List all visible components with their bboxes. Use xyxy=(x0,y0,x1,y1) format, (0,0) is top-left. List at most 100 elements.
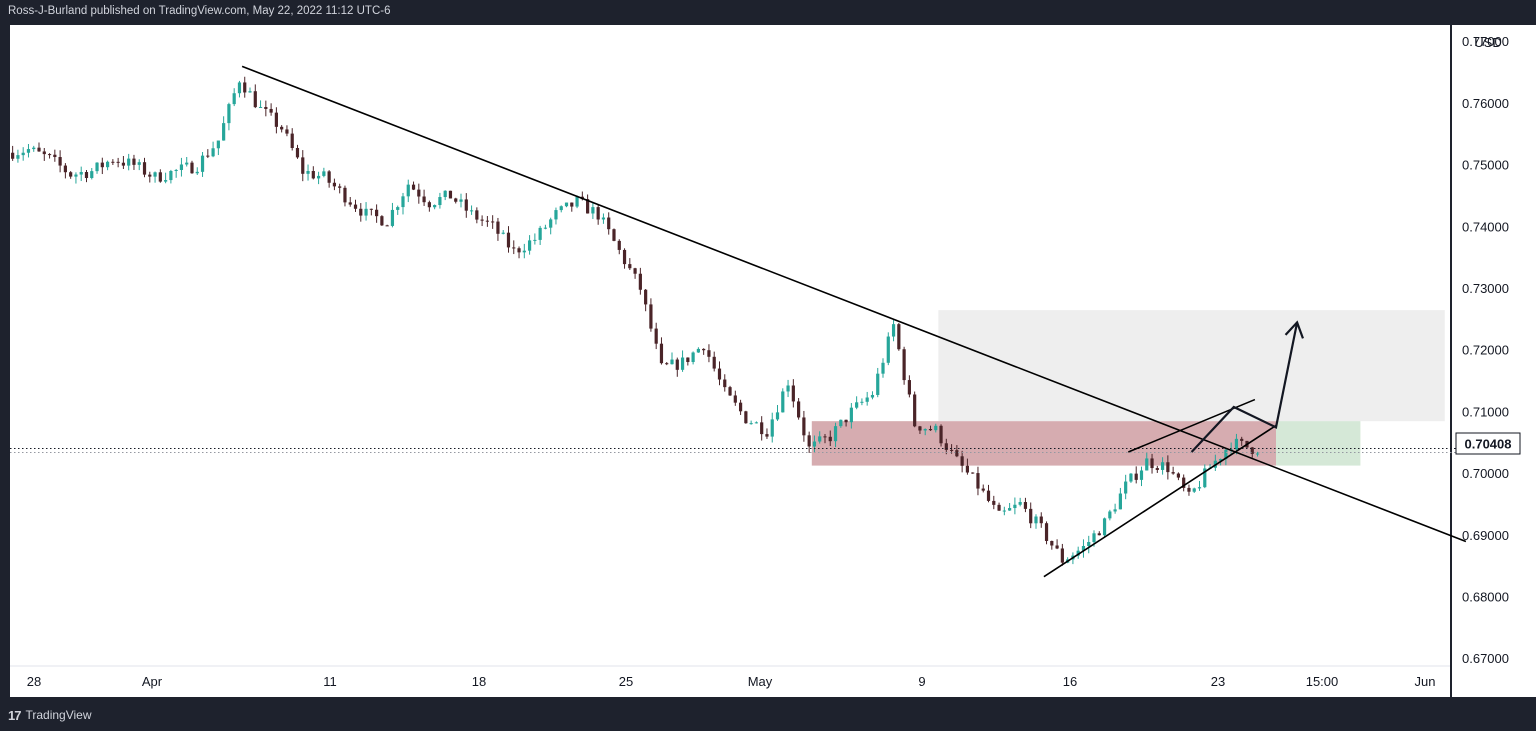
candle xyxy=(322,171,326,176)
candle xyxy=(844,419,848,423)
candle xyxy=(902,349,906,381)
tradingview-footer[interactable]: 17 TradingView xyxy=(8,706,92,724)
candle xyxy=(622,249,627,265)
candle xyxy=(897,324,901,350)
candle xyxy=(406,184,410,197)
candle xyxy=(928,429,933,431)
candle xyxy=(501,232,505,234)
candle xyxy=(433,205,437,208)
candle xyxy=(939,425,943,444)
candle xyxy=(781,391,785,413)
candle xyxy=(385,225,389,227)
chart-area[interactable] xyxy=(10,25,1450,697)
projection-arrow-head xyxy=(1284,320,1304,339)
price-axis[interactable] xyxy=(1452,25,1536,697)
candle xyxy=(258,106,263,108)
candle xyxy=(517,248,521,253)
candle xyxy=(90,171,94,179)
candle xyxy=(522,250,526,253)
candle xyxy=(454,198,458,202)
candle xyxy=(754,422,759,424)
candle xyxy=(127,158,131,166)
rising-support-line xyxy=(1043,424,1277,578)
price-tick-label: 0.71000 xyxy=(1462,404,1509,419)
candle xyxy=(786,385,790,392)
axis-ticks-layer: 0.77000 0.76000 0.75000 0.74000 0.73000 0.720… xyxy=(10,34,1509,689)
time-tick-label: Apr xyxy=(142,674,163,689)
candle xyxy=(1097,533,1101,536)
candle xyxy=(723,379,727,388)
candle xyxy=(538,227,542,240)
candle xyxy=(891,324,896,337)
candle xyxy=(1013,504,1017,509)
candle xyxy=(1034,516,1038,524)
candle xyxy=(506,232,511,248)
candle xyxy=(480,219,484,221)
candle xyxy=(586,199,590,214)
candle xyxy=(47,154,52,156)
candle xyxy=(269,108,273,113)
candle xyxy=(274,112,278,127)
candle xyxy=(375,209,379,217)
candle xyxy=(237,82,242,94)
candle xyxy=(253,91,257,108)
candle xyxy=(79,172,83,175)
candle xyxy=(69,172,73,177)
candle xyxy=(179,164,184,170)
candle xyxy=(290,133,294,149)
candle xyxy=(401,196,405,208)
candle xyxy=(749,423,753,425)
candle xyxy=(448,190,453,199)
candle xyxy=(137,162,141,165)
candle xyxy=(1203,468,1207,488)
candle xyxy=(417,189,421,197)
candle xyxy=(997,504,1001,511)
candle xyxy=(1176,473,1181,478)
candle xyxy=(907,380,911,395)
candle xyxy=(1166,462,1170,473)
candle xyxy=(596,207,600,220)
price-tick-label: 0.68000 xyxy=(1462,590,1509,605)
candle xyxy=(84,172,89,179)
currency-label[interactable]: USD xyxy=(1474,35,1501,50)
candle xyxy=(227,104,231,124)
candle xyxy=(865,397,869,402)
candle xyxy=(675,359,679,370)
candle xyxy=(1018,502,1022,505)
candle xyxy=(390,209,395,226)
candle xyxy=(327,171,331,183)
candle xyxy=(849,407,853,423)
candle xyxy=(1240,438,1244,441)
candle xyxy=(1155,468,1159,470)
candle xyxy=(1124,481,1128,494)
drawings-layer xyxy=(10,65,1467,578)
candle xyxy=(169,170,173,181)
candle xyxy=(886,336,890,363)
candle xyxy=(839,419,843,427)
candle xyxy=(633,268,637,274)
candle xyxy=(797,401,801,418)
candle xyxy=(549,219,553,228)
candle xyxy=(881,362,885,374)
candle xyxy=(26,149,31,153)
candle xyxy=(591,207,595,214)
candle xyxy=(1029,508,1033,524)
time-tick-label: 16 xyxy=(1063,674,1077,689)
candle xyxy=(554,210,558,220)
candle xyxy=(1039,516,1043,524)
candle xyxy=(53,154,57,158)
candle xyxy=(702,348,706,351)
time-tick-label: 9 xyxy=(918,674,925,689)
candle xyxy=(601,217,606,220)
candle xyxy=(728,387,732,396)
major-downtrend-line xyxy=(241,65,1467,543)
candle xyxy=(775,412,780,420)
candle xyxy=(295,148,300,158)
candle xyxy=(132,158,136,165)
candle xyxy=(158,172,162,182)
candle xyxy=(733,395,737,403)
candle xyxy=(638,273,642,290)
candle xyxy=(1102,518,1107,536)
candle xyxy=(918,426,922,431)
candle xyxy=(496,221,500,234)
